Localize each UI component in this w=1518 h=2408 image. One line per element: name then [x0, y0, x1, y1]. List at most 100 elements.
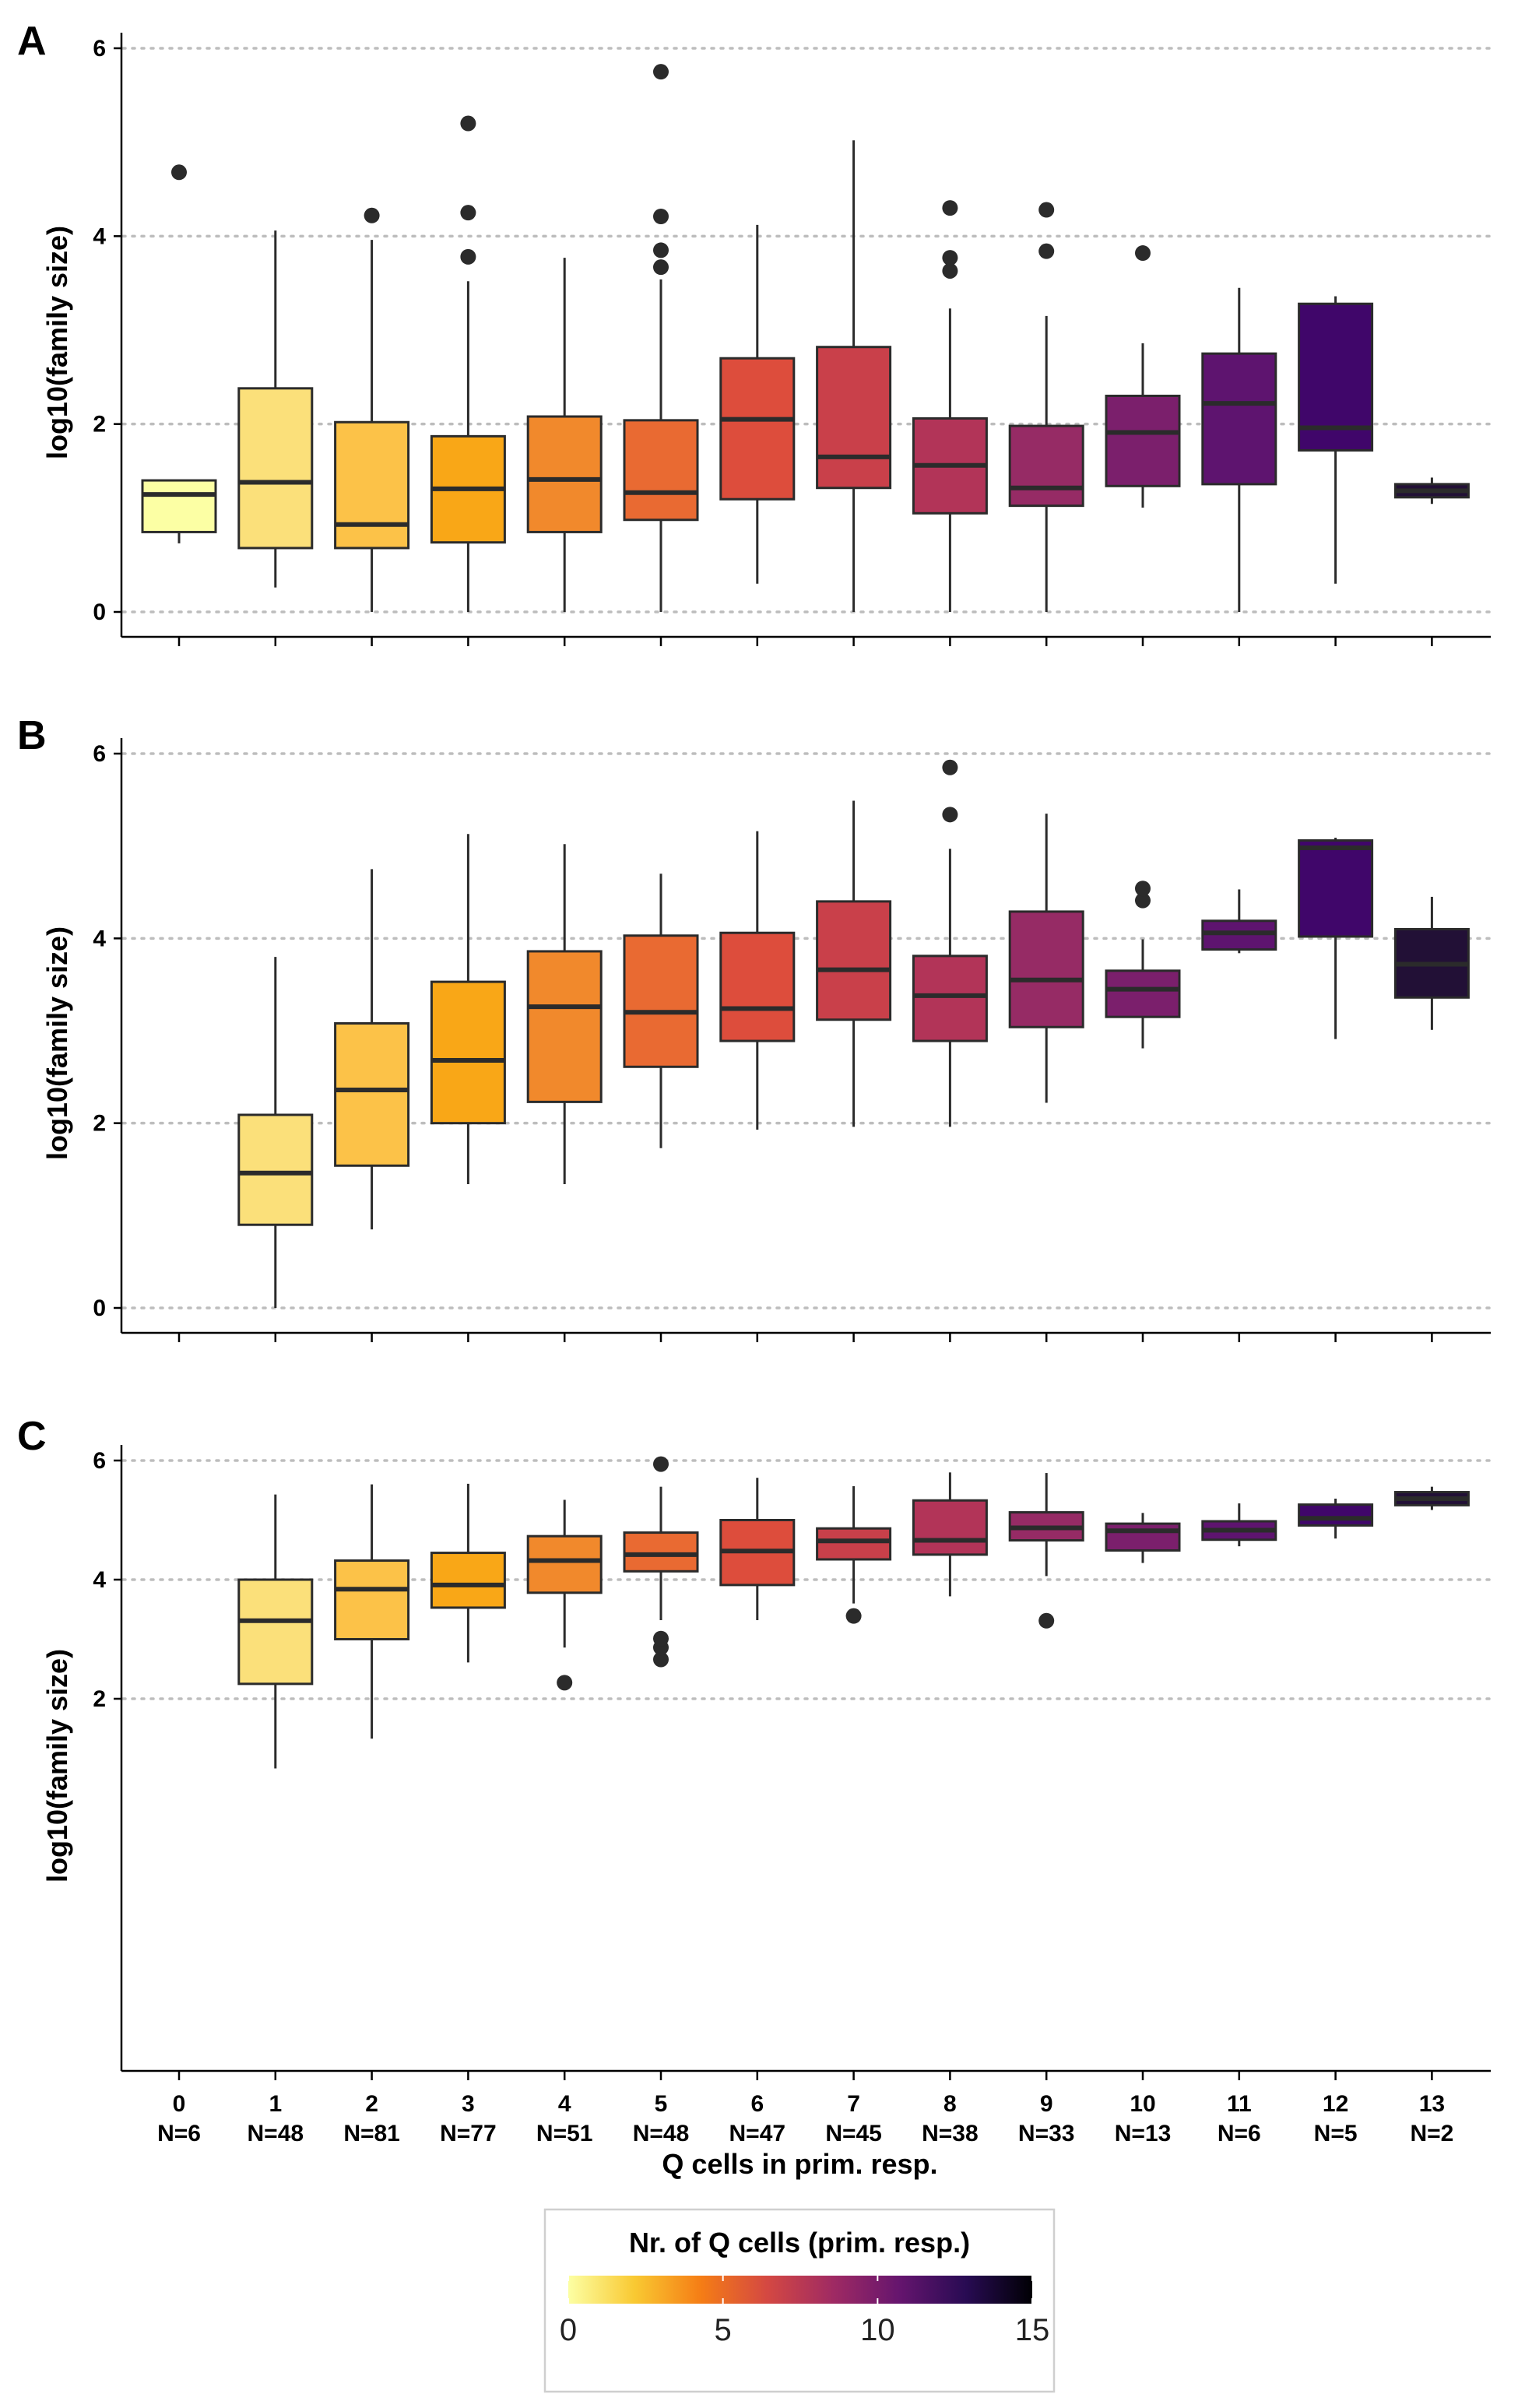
panel-C: C 2 4 6 log10(family size) 0 N=6 1 N=48 2 N=81 3 N=7…: [17, 1414, 1492, 2180]
box-7: [816, 800, 892, 1127]
box-9: [1008, 1473, 1084, 1629]
box-4: [526, 1499, 603, 1691]
outlier-point: [653, 1456, 669, 1472]
x-tick-count: N=81: [343, 2121, 400, 2146]
box-12: [1298, 1498, 1374, 1539]
x-tick-label: 10: [1130, 2091, 1155, 2117]
box-iqr: [526, 950, 603, 1103]
outlier-point: [942, 807, 958, 823]
box-iqr: [430, 1552, 506, 1609]
box-2: [334, 207, 410, 612]
box-9: [1008, 202, 1084, 612]
y-tick-label: 2: [93, 1111, 106, 1137]
box-5: [623, 1456, 699, 1668]
x-tick-label: 0: [173, 2091, 186, 2117]
x-tick-label: 1: [269, 2091, 282, 2117]
x-tick-label: 2: [365, 2091, 378, 2117]
box-iqr: [912, 1499, 988, 1556]
box-iqr: [334, 1559, 410, 1641]
panel-label: C: [17, 1414, 47, 1459]
legend-tick-label: 15: [1015, 2313, 1050, 2347]
box-iqr: [623, 419, 699, 522]
box-iqr: [237, 1113, 314, 1226]
box-6: [719, 224, 796, 584]
x-tick-label: 12: [1323, 2091, 1348, 2117]
legend-title: Nr. of Q cells (prim. resp.): [629, 2227, 970, 2259]
box-iqr: [1008, 910, 1084, 1028]
box-11: [1201, 287, 1277, 612]
box-iqr: [1008, 424, 1084, 508]
x-tick-count: N=45: [825, 2121, 882, 2146]
box-5: [623, 64, 699, 612]
box-11: [1201, 1503, 1277, 1547]
box-2: [334, 1484, 410, 1739]
x-tick-count: N=38: [922, 2121, 979, 2146]
box-iqr: [816, 1527, 892, 1561]
x-tick-label: 6: [750, 2091, 764, 2117]
box-iqr: [623, 934, 699, 1068]
box-iqr: [526, 415, 603, 533]
box-iqr: [719, 931, 796, 1042]
x-tick-label: 13: [1419, 2091, 1445, 2117]
outlier-point: [653, 259, 669, 276]
outlier-point: [845, 1608, 862, 1624]
x-tick-label: 3: [462, 2091, 475, 2117]
box-11: [1201, 889, 1277, 954]
outlier-point: [1038, 202, 1055, 218]
outlier-point: [1135, 881, 1151, 897]
box-6: [719, 831, 796, 1130]
box-3: [430, 834, 506, 1184]
y-tick-label: 4: [93, 223, 106, 249]
box-iqr: [912, 954, 988, 1042]
box-4: [526, 258, 603, 612]
legend-tick-label: 0: [560, 2313, 577, 2347]
box-3: [430, 1483, 506, 1663]
box-iqr: [1105, 394, 1181, 487]
box-10: [1105, 1513, 1181, 1563]
y-tick-label: 0: [93, 599, 106, 625]
box-iqr: [334, 1022, 410, 1167]
box-iqr: [526, 1534, 603, 1594]
outlier-point: [942, 250, 958, 266]
legend-tick-label: 5: [715, 2313, 732, 2347]
outlier-point: [1038, 243, 1055, 259]
x-tick-label: 4: [558, 2091, 571, 2117]
outlier-point: [364, 207, 380, 223]
outlier-point: [653, 208, 669, 224]
box-iqr: [816, 900, 892, 1021]
box-7: [816, 140, 892, 612]
outlier-point: [557, 1675, 573, 1691]
box-5: [623, 874, 699, 1148]
y-tick-label: 2: [93, 412, 106, 438]
x-tick-count: N=33: [1018, 2121, 1075, 2146]
x-tick-label: 8: [943, 2091, 957, 2117]
x-tick-count: N=6: [1218, 2121, 1261, 2146]
y-axis-label: log10(family size): [41, 926, 73, 1160]
outlier-point: [460, 248, 476, 265]
outlier-point: [460, 205, 476, 221]
panel-label: A: [17, 19, 47, 64]
box-6: [719, 1478, 796, 1621]
box-iqr: [1298, 839, 1374, 938]
x-axis-title: Q cells in prim. resp.: [662, 2148, 937, 2180]
box-1: [237, 230, 314, 588]
y-tick-label: 2: [93, 1686, 106, 1712]
legend-tick-label: 10: [860, 2313, 895, 2347]
x-tick-count: N=2: [1410, 2121, 1453, 2146]
x-tick-count: N=13: [1115, 2121, 1172, 2146]
box-10: [1105, 245, 1181, 508]
box-1: [237, 957, 314, 1308]
outlier-point: [1135, 245, 1151, 262]
x-tick-count: N=48: [633, 2121, 690, 2146]
y-tick-label: 4: [93, 1567, 106, 1593]
box-iqr: [816, 346, 892, 490]
x-tick-label: 7: [847, 2091, 860, 2117]
panel-label: B: [17, 713, 47, 758]
box-7: [816, 1485, 892, 1624]
box-8: [912, 759, 988, 1127]
outlier-point: [653, 242, 669, 258]
outlier-point: [1135, 892, 1151, 909]
legend: Nr. of Q cells (prim. resp.) 0 5 10 15: [543, 2208, 1056, 2393]
box-iqr: [719, 357, 796, 501]
